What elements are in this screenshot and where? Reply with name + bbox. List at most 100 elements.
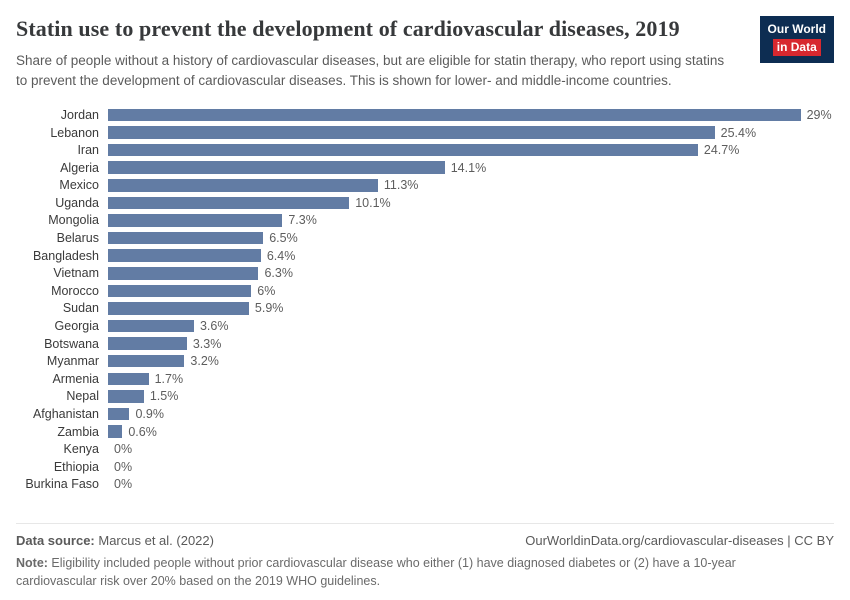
- bar[interactable]: [108, 214, 283, 227]
- bar[interactable]: [108, 390, 144, 403]
- bar[interactable]: [108, 143, 698, 157]
- bar[interactable]: [108, 179, 378, 192]
- country-label: Mongolia: [48, 213, 99, 228]
- value-label: 25.4%: [720, 125, 757, 140]
- chart-row: Bangladesh 6.4%: [16, 247, 834, 265]
- value-label: 1.5%: [149, 389, 179, 404]
- value-label: 0.9%: [135, 407, 164, 422]
- bar-track: 14.1%: [108, 159, 834, 177]
- chart-row: Mexico 11.3%: [16, 177, 834, 195]
- bar-track: 3.2%: [108, 352, 834, 370]
- bar[interactable]: [108, 126, 715, 139]
- bar[interactable]: [108, 372, 149, 386]
- country-label: Vietnam: [53, 266, 99, 281]
- bar-chart: Jordan 29% Lebanon 25.4% Iran 24.7% Algeria 14.…: [16, 106, 834, 493]
- bar[interactable]: [108, 302, 249, 315]
- value-label: 24.7%: [703, 143, 740, 158]
- value-label: 3.6%: [199, 319, 229, 334]
- country-label: Kenya: [63, 442, 99, 457]
- chart-rows: Jordan 29% Lebanon 25.4% Iran 24.7% Algeria 14.…: [16, 106, 834, 493]
- chart-row: Armenia 1.7%: [16, 370, 834, 388]
- value-label: 0.6%: [128, 424, 157, 439]
- data-source: Data source: Marcus et al. (2022): [16, 533, 214, 548]
- bar[interactable]: [108, 354, 185, 368]
- bar-track: 5.9%: [108, 300, 834, 318]
- chart-title: Statin use to prevent the development of…: [16, 16, 680, 41]
- bar[interactable]: [108, 108, 801, 122]
- bar-track: 6.4%: [108, 247, 834, 265]
- chart-row: Vietnam 6.3%: [16, 264, 834, 282]
- chart-row: Burkina Faso 0%: [16, 476, 834, 494]
- bar-track: 6.3%: [108, 264, 834, 282]
- bar-track: 11.3%: [108, 177, 834, 195]
- value-label: 6.3%: [264, 266, 293, 281]
- bar-track: 0%: [108, 458, 834, 476]
- bar-track: 24.7%: [108, 141, 834, 159]
- country-label: Morocco: [51, 283, 99, 298]
- country-label: Iran: [77, 143, 99, 158]
- bar[interactable]: [108, 267, 259, 280]
- bar[interactable]: [108, 319, 194, 333]
- country-label: Myanmar: [46, 354, 99, 369]
- chart-row: Mongolia 7.3%: [16, 212, 834, 230]
- bar[interactable]: [108, 337, 187, 350]
- country-label: Georgia: [54, 319, 99, 334]
- value-label: 7.3%: [288, 213, 317, 228]
- chart-row: Myanmar 3.2%: [16, 352, 834, 370]
- chart-row: Sudan 5.9%: [16, 300, 834, 318]
- country-label: Nepal: [66, 389, 99, 404]
- country-label: Lebanon: [50, 125, 99, 140]
- country-label: Bangladesh: [32, 248, 99, 263]
- owid-logo-line1: Our World: [767, 22, 826, 36]
- country-label: Ethiopia: [53, 459, 99, 474]
- bar[interactable]: [108, 231, 264, 245]
- chart-row: Jordan 29%: [16, 106, 834, 124]
- country-label: Mexico: [59, 178, 99, 193]
- bar[interactable]: [108, 284, 252, 298]
- footnote: Note: Eligibility included people withou…: [16, 555, 786, 590]
- bar-track: 0.6%: [108, 423, 834, 441]
- value-label: 1.7%: [154, 371, 184, 386]
- chart-row: Georgia 3.6%: [16, 317, 834, 335]
- bar[interactable]: [108, 196, 350, 210]
- owid-logo-line2: in Data: [772, 39, 821, 56]
- value-label: 6%: [257, 283, 276, 298]
- footnote-label: Note:: [16, 556, 48, 570]
- country-label: Zambia: [57, 424, 99, 439]
- source-url-link[interactable]: OurWorldinData.org/cardiovascular-diseas…: [525, 533, 834, 548]
- chart-row: Zambia 0.6%: [16, 423, 834, 441]
- chart-row: Kenya 0%: [16, 440, 834, 458]
- value-label: 0%: [114, 477, 133, 492]
- bar-track: 6.5%: [108, 229, 834, 247]
- bar[interactable]: [108, 425, 123, 438]
- footnote-text: Eligibility included people without prio…: [16, 556, 736, 588]
- chart-row: Afghanistan 0.9%: [16, 405, 834, 423]
- country-label: Sudan: [62, 301, 99, 316]
- value-label: 11.3%: [383, 178, 419, 193]
- owid-logo: Our World in Data: [759, 16, 834, 63]
- country-label: Belarus: [56, 231, 99, 246]
- bar-track: 0.9%: [108, 405, 834, 423]
- chart-row: Algeria 14.1%: [16, 159, 834, 177]
- bar-track: 0%: [108, 476, 834, 494]
- footer-row: Data source: Marcus et al. (2022) OurWor…: [16, 533, 834, 548]
- footer: Data source: Marcus et al. (2022) OurWor…: [16, 523, 834, 590]
- chart-row: Belarus 6.5%: [16, 229, 834, 247]
- value-label: 6.4%: [266, 248, 296, 263]
- value-label: 0%: [114, 442, 133, 457]
- value-label: 6.5%: [269, 231, 298, 246]
- chart-row: Ethiopia 0%: [16, 458, 834, 476]
- bar-track: 10.1%: [108, 194, 834, 212]
- chart-row: Morocco 6%: [16, 282, 834, 300]
- value-label: 10.1%: [355, 195, 391, 210]
- bar[interactable]: [108, 249, 261, 262]
- bar[interactable]: [108, 407, 130, 421]
- value-label: 0%: [114, 459, 133, 474]
- bar[interactable]: [108, 161, 445, 174]
- chart-row: Iran 24.7%: [16, 141, 834, 159]
- value-label: 14.1%: [450, 160, 487, 175]
- bar-track: 1.7%: [108, 370, 834, 388]
- bar-track: 29%: [108, 106, 834, 124]
- chart-row: Uganda 10.1%: [16, 194, 834, 212]
